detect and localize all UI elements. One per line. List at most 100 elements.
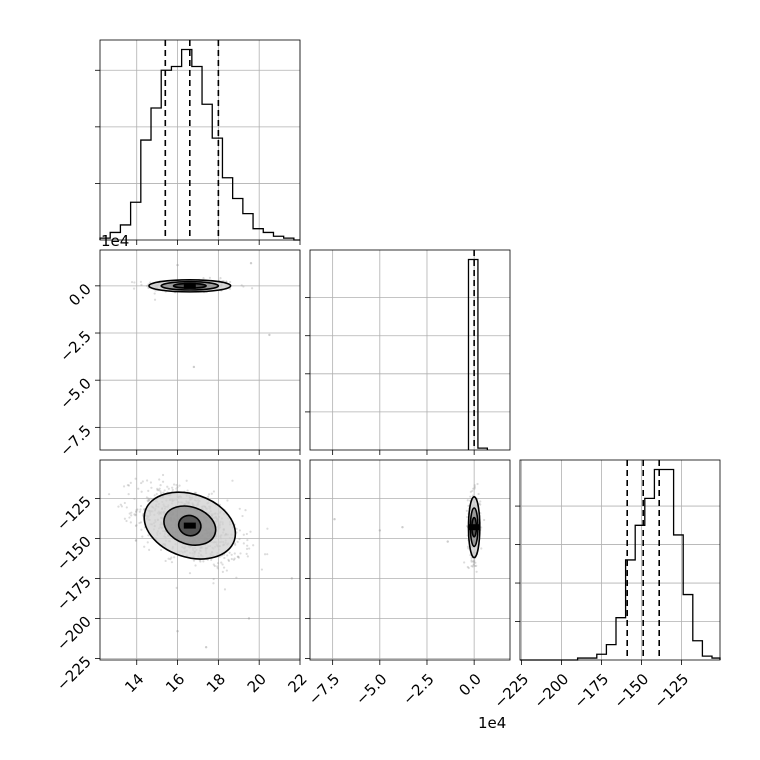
scatter-point xyxy=(245,552,248,555)
scatter-point xyxy=(202,277,205,280)
scatter-point xyxy=(130,280,134,284)
x-tick-label: −150 xyxy=(610,670,652,712)
y-tick-label: −200 xyxy=(53,613,95,655)
scatter-point xyxy=(159,490,162,493)
scatter-point xyxy=(252,544,255,547)
scatter-point xyxy=(473,484,476,487)
scatter-point xyxy=(140,528,143,531)
scatter-point xyxy=(471,489,474,493)
scatter-point xyxy=(207,493,211,496)
density-peak xyxy=(468,524,481,531)
scatter-point xyxy=(120,505,124,508)
scatter-point xyxy=(175,483,178,487)
scatter-point xyxy=(477,492,480,496)
scatter-point xyxy=(465,509,468,512)
scatter-point xyxy=(158,478,161,481)
scatter-point xyxy=(147,489,150,492)
scatter-point xyxy=(245,532,248,536)
scatter-point xyxy=(141,480,144,483)
y-tick-label: 0.0 xyxy=(65,280,95,310)
x-tick-label: −125 xyxy=(650,670,692,712)
scatter-point xyxy=(473,560,476,564)
panel-border xyxy=(519,459,721,661)
panel-content xyxy=(100,262,271,369)
scatter-point xyxy=(135,508,138,512)
scatter-point xyxy=(159,492,163,495)
scatter-point xyxy=(478,502,481,505)
scatter-point xyxy=(157,489,160,492)
scatter-point xyxy=(153,494,156,497)
scatter-point xyxy=(133,497,136,501)
scatter-point xyxy=(139,280,143,283)
scatter-point xyxy=(467,566,470,570)
scatter-point xyxy=(127,484,131,487)
scatter-point xyxy=(153,292,156,295)
panel-background xyxy=(100,40,300,240)
scatter-point xyxy=(192,365,196,369)
scatter-point xyxy=(135,510,138,514)
contour-line xyxy=(148,279,232,293)
hist-panel-p0 xyxy=(95,39,301,245)
scatter-point xyxy=(216,565,219,568)
scatter-point xyxy=(148,548,151,552)
x-tick-label: 16 xyxy=(162,670,188,696)
scatter-point xyxy=(173,556,176,559)
scatter-point xyxy=(470,564,473,568)
scatter-point xyxy=(469,490,472,493)
scatter-point xyxy=(446,540,449,543)
x-tick-label: −175 xyxy=(570,670,612,712)
scatter-point xyxy=(230,553,233,556)
scatter-point xyxy=(137,487,140,490)
scatter-point xyxy=(153,298,157,301)
scatter-point xyxy=(469,495,472,498)
scatter-point xyxy=(480,547,483,550)
scatter-point xyxy=(230,557,233,561)
scatter-point xyxy=(134,524,138,528)
scatter-point xyxy=(136,508,139,511)
scatter-point xyxy=(229,280,232,284)
x-tick-label: 14 xyxy=(121,670,147,696)
panel-background xyxy=(310,250,510,450)
scatter-point xyxy=(149,281,152,284)
scatter-point xyxy=(138,510,141,513)
scatter-point xyxy=(135,510,138,513)
scatter-point xyxy=(175,586,178,590)
scatter-point xyxy=(143,545,146,548)
contour-line xyxy=(143,491,237,560)
scatter-point xyxy=(208,276,211,279)
scatter-point xyxy=(227,559,231,563)
scatter-point xyxy=(134,514,137,517)
scatter-point xyxy=(158,487,161,490)
scatter-point xyxy=(466,515,469,519)
scatter-point xyxy=(149,497,152,500)
panel-background xyxy=(100,460,300,660)
scatter-point xyxy=(139,504,143,508)
scatter-point xyxy=(238,507,241,510)
scatter-point xyxy=(232,558,235,561)
scatter-point xyxy=(140,481,143,485)
scatter-point xyxy=(266,553,269,556)
scatter-point xyxy=(130,511,133,514)
scatter-point xyxy=(210,558,213,562)
scatter-point xyxy=(161,473,165,477)
scatter-point xyxy=(129,481,132,484)
scatter-point xyxy=(156,487,159,490)
scatter-point xyxy=(233,552,236,555)
scatter-point xyxy=(227,558,230,561)
scatter-point xyxy=(473,559,476,562)
scatter-point xyxy=(146,499,149,502)
contour-line xyxy=(177,514,202,537)
scatter-point xyxy=(178,484,181,487)
scatter-point xyxy=(266,527,269,530)
contour-line xyxy=(163,505,217,546)
scatter-point xyxy=(466,545,470,548)
scatter-point xyxy=(147,497,150,500)
scatter-point xyxy=(134,539,137,542)
panel-border xyxy=(309,249,511,451)
scatter-point xyxy=(167,487,170,490)
scatter-point xyxy=(164,559,167,563)
scatter-point xyxy=(212,490,216,493)
scatter-point xyxy=(133,281,136,284)
scatter-point xyxy=(226,499,229,502)
